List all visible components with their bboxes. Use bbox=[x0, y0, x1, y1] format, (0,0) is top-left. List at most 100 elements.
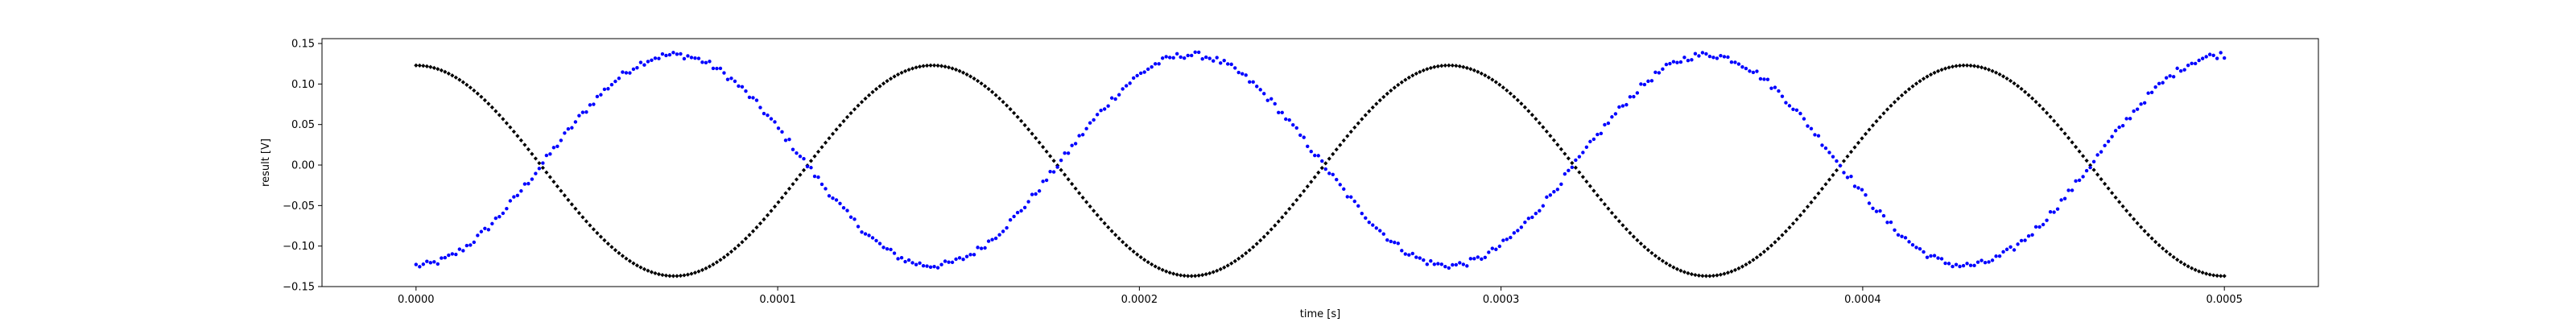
data-point-blue bbox=[2055, 207, 2060, 211]
data-point-black bbox=[1070, 181, 1075, 187]
data-point-blue bbox=[910, 261, 914, 265]
data-point-black bbox=[1964, 63, 1970, 68]
data-point-black bbox=[1030, 131, 1034, 136]
data-point-blue bbox=[856, 225, 861, 229]
data-point-blue bbox=[657, 56, 661, 60]
data-point-black bbox=[733, 246, 737, 251]
data-point-black bbox=[617, 250, 621, 256]
data-point-black bbox=[1356, 121, 1360, 126]
data-point-blue bbox=[2110, 134, 2114, 138]
data-point-black bbox=[1773, 240, 1777, 245]
y-tick-label: −0.10 bbox=[283, 241, 315, 253]
data-point-black bbox=[667, 274, 672, 279]
data-point-blue bbox=[606, 87, 610, 91]
data-point-black bbox=[1624, 227, 1629, 232]
data-point-blue bbox=[1932, 254, 1937, 258]
data-point-black bbox=[1551, 138, 1556, 142]
data-point-black bbox=[1222, 265, 1227, 270]
data-point-blue bbox=[1244, 73, 1248, 77]
data-point-black bbox=[1689, 271, 1695, 277]
data-point-black bbox=[729, 250, 734, 254]
data-point-blue bbox=[1682, 56, 1686, 60]
data-point-blue bbox=[1403, 252, 1407, 256]
data-point-blue bbox=[2190, 61, 2194, 65]
data-point-blue bbox=[1567, 168, 1571, 173]
data-point-blue bbox=[642, 63, 646, 67]
data-point-black bbox=[1718, 272, 1724, 277]
data-point-black bbox=[1983, 66, 1988, 71]
data-point-blue bbox=[1236, 70, 1241, 75]
data-point-black bbox=[1316, 170, 1321, 175]
data-point-black bbox=[1077, 191, 1082, 196]
data-point-black bbox=[1034, 135, 1038, 141]
data-point-blue bbox=[1407, 253, 1411, 257]
data-point-blue bbox=[1534, 212, 1538, 216]
data-point-blue bbox=[1044, 178, 1049, 183]
data-point-black bbox=[1845, 154, 1850, 159]
data-point-blue bbox=[860, 230, 864, 234]
data-point-blue bbox=[1965, 262, 1969, 266]
data-point-blue bbox=[1646, 79, 1650, 84]
data-point-blue bbox=[1584, 145, 1589, 150]
data-point-black bbox=[1309, 180, 1314, 184]
data-point-black bbox=[2026, 93, 2031, 97]
data-point-blue bbox=[2207, 52, 2212, 56]
data-point-black bbox=[848, 110, 853, 116]
data-point-blue bbox=[1922, 250, 1926, 254]
data-point-black bbox=[479, 94, 484, 99]
data-point-black bbox=[421, 64, 426, 68]
data-point-blue bbox=[2182, 68, 2186, 72]
data-point-black bbox=[1870, 123, 1876, 128]
data-point-blue bbox=[1777, 89, 1781, 93]
data-point-black bbox=[1428, 65, 1433, 71]
data-point-blue bbox=[1320, 159, 1324, 163]
data-point-black bbox=[837, 123, 843, 128]
data-point-black bbox=[439, 68, 444, 72]
data-point-blue bbox=[1620, 104, 1625, 108]
data-point-blue bbox=[1389, 239, 1393, 244]
data-point-blue bbox=[447, 253, 451, 258]
data-point-blue bbox=[986, 239, 991, 243]
data-point-blue bbox=[1758, 76, 1763, 81]
data-point-blue bbox=[1845, 175, 1850, 180]
data-point-black bbox=[1942, 66, 1948, 71]
data-point-blue bbox=[1487, 250, 1491, 254]
data-point-blue bbox=[1588, 139, 1592, 144]
data-point-black bbox=[1283, 211, 1288, 216]
data-point-black bbox=[2045, 110, 2050, 115]
data-point-black bbox=[1240, 254, 1245, 258]
data-point-black bbox=[446, 71, 451, 76]
data-point-black bbox=[1225, 263, 1230, 268]
data-point-black bbox=[1261, 234, 1266, 239]
data-point-blue bbox=[1497, 244, 1502, 249]
data-point-black bbox=[707, 264, 712, 269]
data-point-blue bbox=[914, 262, 919, 266]
data-point-black bbox=[2059, 126, 2064, 132]
data-point-blue bbox=[1284, 117, 1288, 122]
data-point-blue bbox=[845, 208, 849, 213]
data-point-blue bbox=[881, 246, 886, 250]
data-point-blue bbox=[783, 138, 788, 142]
data-point-blue bbox=[602, 87, 607, 92]
data-point-blue bbox=[2113, 129, 2118, 133]
data-point-blue bbox=[1302, 135, 1306, 139]
data-point-blue bbox=[1106, 104, 1110, 108]
data-point-black bbox=[1631, 234, 1637, 239]
data-point-blue bbox=[1748, 69, 1752, 73]
data-point-black bbox=[910, 66, 915, 71]
data-point-black bbox=[881, 81, 886, 86]
data-point-black bbox=[1150, 262, 1154, 267]
data-point-blue bbox=[1153, 62, 1158, 66]
data-point-blue bbox=[1008, 218, 1013, 222]
data-point-black bbox=[1171, 271, 1176, 276]
data-point-black bbox=[1389, 88, 1393, 93]
data-point-black bbox=[1860, 136, 1864, 141]
data-point-blue bbox=[1335, 177, 1339, 182]
data-point-black bbox=[1765, 246, 1770, 251]
data-point-blue bbox=[1371, 223, 1375, 227]
data-point-black bbox=[1200, 272, 1205, 278]
data-point-black bbox=[2182, 262, 2187, 266]
data-point-black bbox=[1305, 184, 1310, 189]
data-point-black bbox=[2081, 154, 2086, 159]
data-point-blue bbox=[1037, 189, 1042, 193]
